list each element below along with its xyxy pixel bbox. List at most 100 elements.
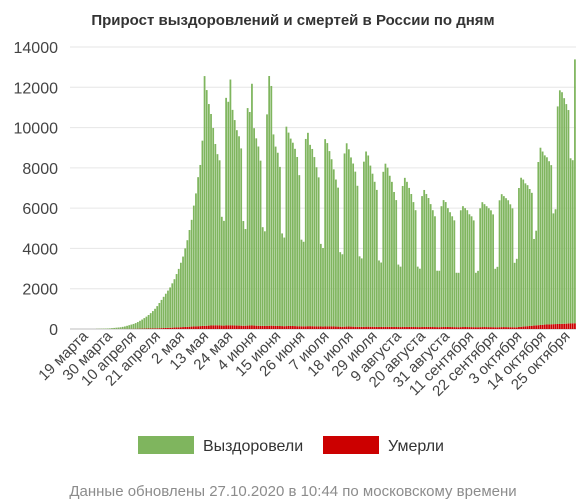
bar-recovered <box>205 90 208 326</box>
bar-recovered <box>154 308 156 329</box>
bar-deaths <box>462 327 464 329</box>
bar-recovered <box>182 256 184 328</box>
bar-recovered <box>483 204 486 328</box>
bar-recovered <box>167 290 169 328</box>
bar-recovered <box>358 256 361 327</box>
bar-recovered <box>541 151 544 325</box>
bar-recovered <box>365 151 367 327</box>
bar-deaths <box>375 326 378 329</box>
bar-deaths <box>319 326 322 329</box>
bar-recovered <box>341 254 344 327</box>
legend[interactable]: Выздоровели Умерли <box>138 436 444 455</box>
bar-deaths <box>291 326 294 329</box>
bar-recovered <box>552 213 555 325</box>
bar-deaths <box>205 325 208 329</box>
bar-recovered <box>108 328 111 329</box>
bar-deaths <box>472 327 475 329</box>
bar-deaths <box>550 324 553 329</box>
bar-recovered <box>455 272 458 328</box>
bar-recovered <box>317 177 320 327</box>
bar-recovered <box>279 166 281 327</box>
bar-recovered <box>240 148 243 326</box>
bar-deaths <box>302 326 305 329</box>
bar-recovered <box>391 181 393 327</box>
bar-recovered <box>281 233 283 327</box>
bar-recovered <box>451 216 454 328</box>
bar-recovered <box>311 148 314 327</box>
bar-recovered <box>212 127 215 326</box>
bar-deaths <box>263 325 266 329</box>
bar-recovered <box>330 159 333 327</box>
legend-item-recovered[interactable]: Выздоровели <box>138 436 303 455</box>
bar-deaths <box>248 325 251 329</box>
bar-deaths <box>360 326 363 329</box>
bar-deaths <box>365 326 367 329</box>
bar-deaths <box>162 328 165 329</box>
bar-recovered <box>436 270 439 328</box>
bar-deaths <box>438 327 441 329</box>
bar-deaths <box>427 326 430 329</box>
bar-recovered <box>427 198 430 327</box>
bar-recovered <box>335 179 337 327</box>
legend-item-deaths[interactable]: Умерли <box>323 436 444 455</box>
bar-deaths <box>449 327 451 329</box>
bar-deaths <box>231 325 234 329</box>
y-tick-label: 0 <box>49 322 58 339</box>
bar-deaths <box>537 325 540 329</box>
bar-recovered <box>324 139 327 327</box>
bar-recovered <box>375 189 378 327</box>
bar-deaths <box>444 326 447 329</box>
bar-recovered <box>500 194 503 328</box>
bar-recovered <box>393 191 395 327</box>
bar-deaths <box>220 325 223 329</box>
bar-recovered <box>220 216 223 326</box>
bar-deaths <box>533 325 535 329</box>
bar-recovered <box>380 262 383 327</box>
bar-recovered <box>477 270 479 328</box>
bar-deaths <box>210 325 212 329</box>
bar-deaths <box>440 327 443 329</box>
bar-recovered <box>328 151 331 327</box>
bar-recovered <box>343 153 346 327</box>
bar-deaths <box>315 326 318 329</box>
bar-recovered <box>188 230 191 327</box>
bar-deaths <box>481 327 484 329</box>
bar-deaths <box>520 326 522 329</box>
bar-recovered <box>173 279 176 328</box>
bar-deaths <box>180 327 182 329</box>
bar-recovered <box>356 185 359 327</box>
bar-deaths <box>423 326 426 329</box>
bar-deaths <box>343 326 346 329</box>
bar-deaths <box>464 326 466 329</box>
y-tick-label: 4000 <box>22 241 58 258</box>
bar-recovered <box>106 328 109 329</box>
bar-recovered <box>419 268 421 328</box>
bar-recovered <box>518 188 520 327</box>
bar-recovered <box>291 142 294 327</box>
bar-recovered <box>274 146 277 326</box>
bar-recovered <box>216 154 219 326</box>
bar-deaths <box>289 325 292 329</box>
bar-recovered <box>235 130 238 326</box>
bar-recovered <box>567 110 570 324</box>
bar-recovered <box>438 270 441 328</box>
bar-recovered <box>447 208 449 327</box>
bar-deaths <box>233 325 236 329</box>
bar-recovered <box>363 161 365 327</box>
bar-deaths <box>149 328 152 329</box>
bar-deaths <box>164 327 167 329</box>
bar-recovered <box>481 202 484 328</box>
legend-label-recovered: Выздоровели <box>203 438 303 455</box>
bar-recovered <box>169 287 172 328</box>
bar-recovered <box>431 210 434 328</box>
bar-deaths <box>509 327 512 329</box>
bar-deaths <box>403 326 406 329</box>
bar-deaths <box>279 326 281 329</box>
bar-deaths <box>492 327 494 329</box>
bar-deaths <box>158 328 161 329</box>
bar-recovered <box>410 194 413 327</box>
bar-recovered <box>233 120 236 326</box>
bar-recovered <box>251 83 253 326</box>
bar-recovered <box>384 163 387 327</box>
